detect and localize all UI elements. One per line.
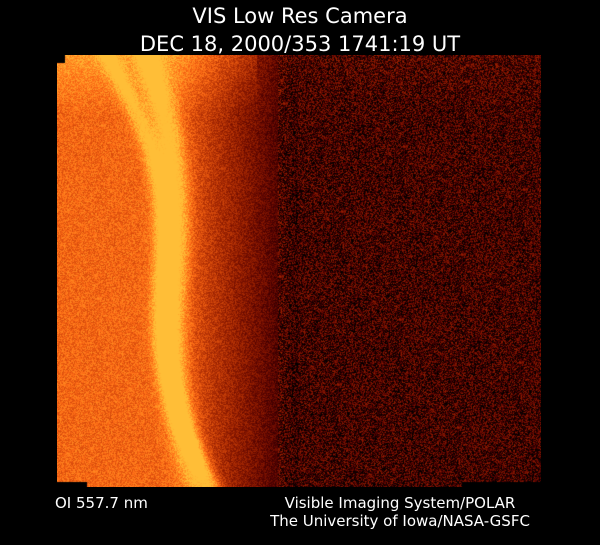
filter-label: OI 557.7 nm <box>55 494 148 512</box>
instrument-label: Visible Imaging System/POLAR <box>284 494 516 512</box>
image-timestamp: DEC 18, 2000/353 1741:19 UT <box>139 32 461 56</box>
auroral-image <box>57 55 541 487</box>
credit-label: The University of Iowa/NASA-GSFC <box>270 512 530 530</box>
image-title: VIS Low Res Camera <box>192 4 408 28</box>
